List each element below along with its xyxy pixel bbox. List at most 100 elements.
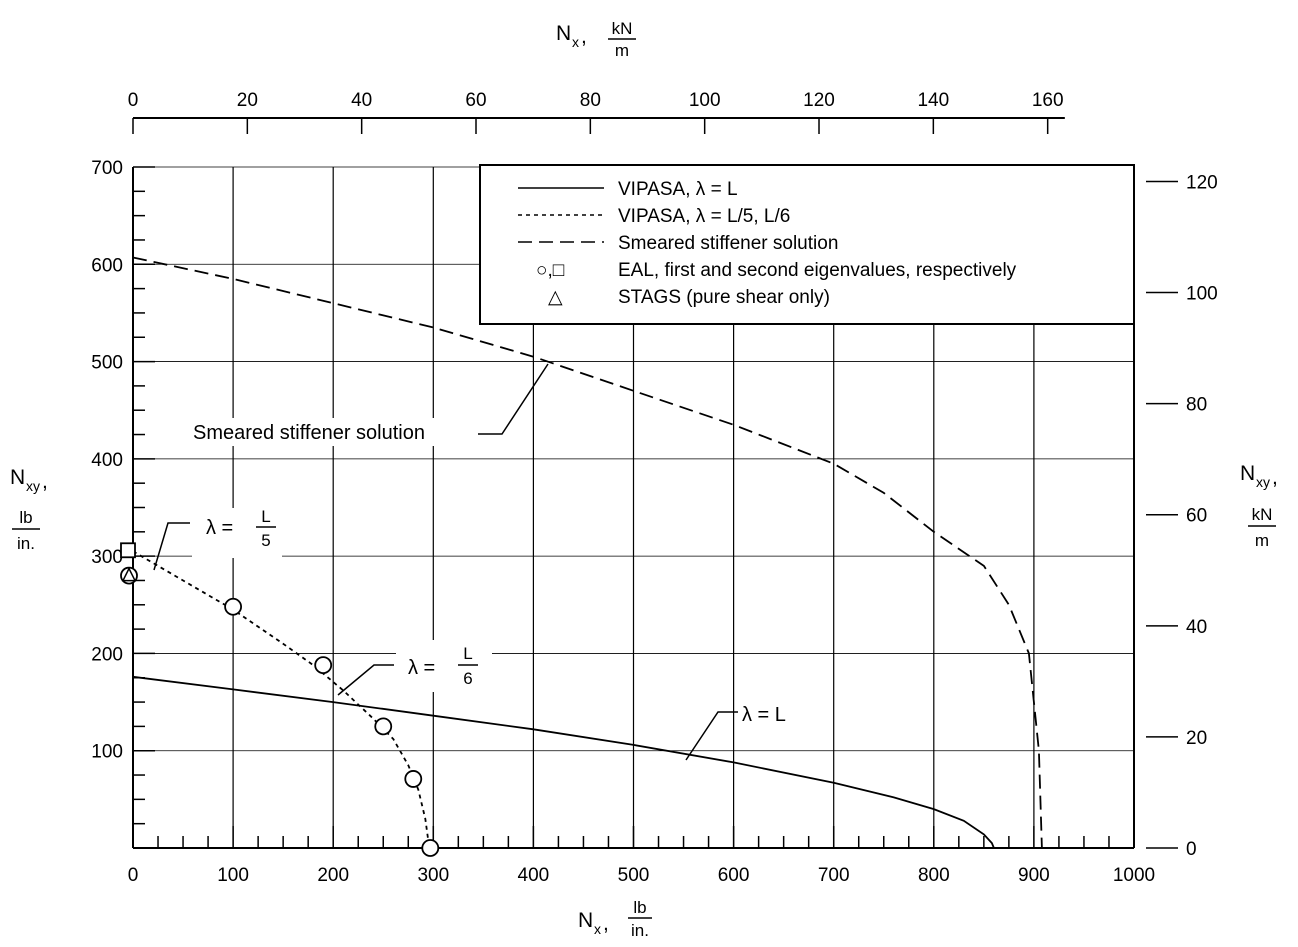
right-axis-unit-num: kN (1252, 505, 1273, 524)
bottom-tick-label: 700 (818, 865, 850, 886)
right-tick-label: 80 (1186, 395, 1207, 416)
bottom-tick-label: 200 (317, 865, 349, 886)
annotation-smeared: Smeared stiffener solution (190, 363, 549, 446)
legend-entry-2: VIPASA, λ = L/5, L/6 (618, 206, 790, 227)
legend-triangle-symbol: △ (548, 287, 563, 308)
left-axis-title-main: N (10, 466, 25, 489)
bottom-tick-label: 1000 (1113, 865, 1155, 886)
legend-entry-1: VIPASA, λ = L (618, 179, 738, 200)
eal-first-eigen-marker (374, 717, 393, 736)
eal-second-eigen-marker (120, 542, 136, 559)
left-axis-unit-num: lb (19, 508, 32, 527)
annotation-l6-leader (337, 664, 394, 696)
top-tick-label: 60 (465, 90, 486, 111)
annotation-l6-den: 6 (463, 669, 472, 688)
legend-box (479, 164, 1135, 325)
right-axis-title-comma: , (1272, 466, 1278, 489)
series-solid-line (132, 675, 995, 849)
left-tick-label: 500 (91, 353, 123, 374)
bottom-tick-label: 800 (918, 865, 950, 886)
top-tick-label: 40 (351, 90, 372, 111)
bottom-axis-title-sub: x (594, 921, 601, 937)
legend-entry-4: EAL, first and second eigenvalues, respe… (618, 260, 1017, 281)
bottom-axis-title: N x , lb in. (578, 898, 652, 940)
tick-labels: 0 100 200 300 400 500 600 700 800 900 100010020030… (91, 90, 1217, 886)
data-points (120, 542, 440, 857)
top-axis-unit-num: kN (612, 19, 633, 38)
bottom-tick-label: 900 (1018, 865, 1050, 886)
right-tick-label: 40 (1186, 617, 1207, 638)
annotation-l5-leader (153, 522, 190, 571)
bottom-tick-label: 300 (417, 865, 449, 886)
left-axis-unit-den: in. (17, 534, 35, 553)
top-tick-label: 80 (580, 90, 601, 111)
right-tick-label: 60 (1186, 506, 1207, 527)
top-axis-title-comma: , (581, 25, 587, 48)
right-axis-title: N xy , kN m (1240, 462, 1278, 550)
series-dashed-line (132, 256, 1043, 849)
left-tick-label: 200 (91, 644, 123, 665)
legend: VIPASA, λ = L VIPASA, λ = L/5, L/6 Smear… (479, 164, 1135, 325)
bottom-tick-label: 500 (618, 865, 650, 886)
legend-entry-3: Smeared stiffener solution (618, 233, 838, 254)
stags-marker (121, 566, 137, 582)
annotation-l5-den: 5 (261, 531, 270, 550)
right-tick-label: 120 (1186, 172, 1218, 193)
tick-marks (132, 118, 1178, 849)
annotation-smeared-bg (190, 418, 480, 446)
annotation-smeared-leader (478, 363, 549, 435)
annotation-l6-main: λ = (408, 657, 435, 679)
left-tick-label: 700 (91, 158, 123, 179)
left-tick-label: 400 (91, 450, 123, 471)
series-dotted-line (132, 550, 431, 849)
left-tick-label: 300 (91, 547, 123, 568)
top-tick-label: 140 (917, 90, 949, 111)
top-tick-label: 120 (803, 90, 835, 111)
left-tick-label: 100 (91, 742, 123, 763)
right-tick-label: 0 (1186, 839, 1197, 860)
bottom-tick-label: 0 (128, 865, 139, 886)
left-axis-title-comma: , (42, 470, 48, 493)
right-tick-label: 100 (1186, 284, 1218, 305)
annotation-lambda-l: λ = L (685, 700, 808, 761)
left-axis-title: N xy , lb in. (10, 466, 48, 553)
bottom-axis-title-comma: , (603, 912, 609, 935)
bottom-tick-label: 600 (718, 865, 750, 886)
top-axis-title-sub: x (572, 34, 579, 50)
right-axis-unit-den: m (1255, 531, 1269, 550)
top-tick-label: 0 (128, 90, 139, 111)
annotation-l-leader (685, 711, 738, 761)
bottom-tick-label: 100 (217, 865, 249, 886)
annotation-l5-num: L (261, 507, 270, 526)
annotation-l6-num: L (463, 644, 472, 663)
top-tick-label: 100 (689, 90, 721, 111)
annotation-l-bg (736, 700, 808, 728)
right-axis-title-sub: xy (1256, 474, 1270, 490)
annotation-l5-bg (192, 508, 282, 558)
annotation-l6-bg (396, 640, 492, 692)
annotation-l-text: λ = L (742, 704, 786, 726)
top-tick-label: 160 (1032, 90, 1064, 111)
eal-first-eigen-marker (314, 656, 333, 675)
bottom-axis-unit-num: lb (633, 898, 646, 917)
bottom-axis-title-main: N (578, 909, 593, 932)
annotation-smeared-text: Smeared stiffener solution (193, 422, 425, 444)
eal-first-eigen-marker (224, 597, 243, 616)
bottom-axis-unit-den: in. (631, 921, 649, 940)
left-axis-title-sub: xy (26, 478, 40, 494)
legend-entry-5: STAGS (pure shear only) (618, 287, 830, 308)
top-axis-title-main: N (556, 22, 571, 45)
left-tick-label: 600 (91, 255, 123, 276)
annotation-lambda-l5: λ = L 5 (153, 507, 282, 571)
annotation-l5-main: λ = (206, 517, 233, 539)
right-tick-label: 20 (1186, 728, 1207, 749)
right-axis-title-main: N (1240, 462, 1255, 485)
eal-first-eigen-marker (421, 839, 440, 857)
eal-first-eigen-marker (404, 770, 423, 788)
annotation-lambda-l6: λ = L 6 (337, 640, 492, 696)
bottom-tick-label: 400 (518, 865, 550, 886)
legend-circle-square-symbol: ○,□ (536, 260, 565, 281)
top-axis-unit-den: m (615, 41, 629, 60)
top-tick-label: 20 (237, 90, 258, 111)
